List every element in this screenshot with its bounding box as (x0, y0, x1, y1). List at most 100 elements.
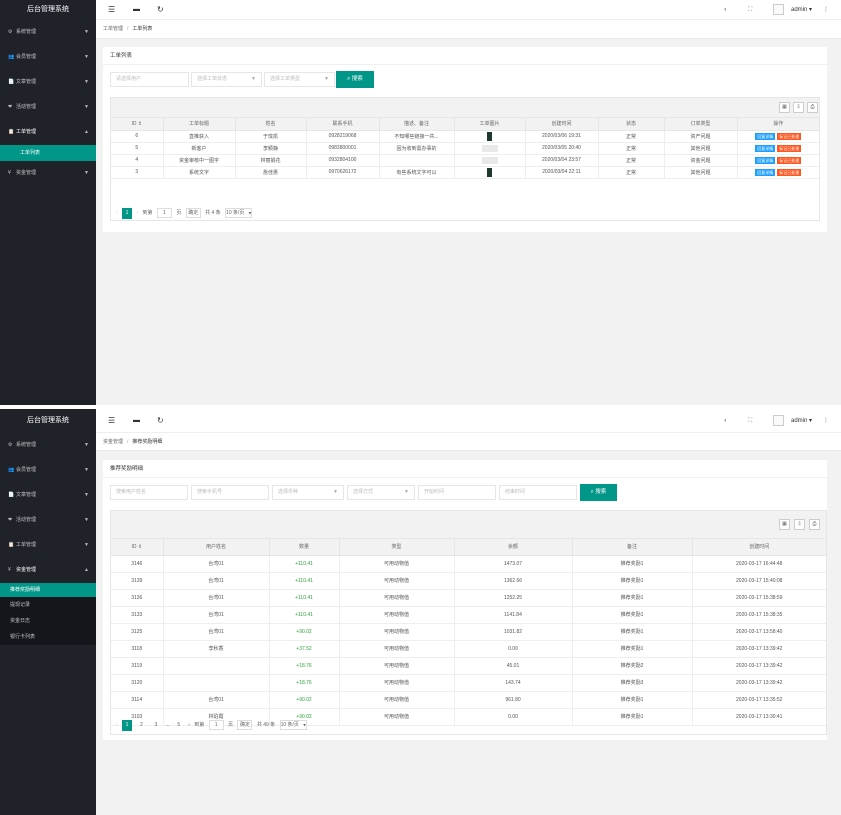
next-page-icon[interactable]: › (188, 722, 190, 728)
phone-search-input[interactable]: 搜索手机号 (191, 485, 269, 500)
table-row[interactable]: 3 系统文字 詹佳惠 0970626172 有些系统文字可以 2020/03/0… (111, 166, 819, 179)
more-icon[interactable]: ⋮ (823, 418, 829, 424)
sidebar-subitem-referral-rewards[interactable]: 推荐奖励明细 (0, 583, 96, 597)
menu-toggle-icon[interactable]: ☰ (108, 5, 116, 14)
breadcrumb-item[interactable]: 工单管理 (103, 26, 124, 32)
table-row[interactable]: 5 新客户 李颖静 0983800001 因为收到需办事的 2020/03/05… (111, 142, 819, 155)
user-name[interactable]: admin ▾ (791, 7, 813, 13)
table-row[interactable]: 3119 +18.76 可用动物值 45.01 推荐奖励2 2020-03-17 13:3… (111, 657, 826, 675)
column-header[interactable]: ID ⇕ (111, 118, 164, 131)
avatar[interactable] (773, 4, 784, 15)
columns-filter-icon[interactable]: ▦ (779, 102, 790, 113)
avatar[interactable] (773, 415, 784, 426)
mark-handled-button[interactable]: 标记已处理 (777, 168, 802, 176)
sidebar-item-members[interactable]: 👥 会员管理 ▼ (0, 458, 96, 483)
work-order-thumbnail[interactable] (481, 144, 498, 152)
work-order-thumbnail[interactable] (487, 131, 492, 141)
theme-icon[interactable]: ◐ (724, 418, 728, 424)
table-row[interactable]: 3136 台湾01 +110.41 可用动物值 1252.25 推荐奖励1 2020-03-… (111, 589, 826, 607)
refresh-icon[interactable]: ↻ (157, 5, 164, 14)
sidebar-item-funds[interactable]: ¥ 资金管理 ▲ (0, 558, 96, 583)
currency-select[interactable]: 选择币种 ▼ (272, 485, 344, 500)
mark-handled-button[interactable]: 标记已处理 (777, 132, 802, 140)
page-size-select[interactable]: 10 条/页 ▾ (279, 720, 307, 730)
reply-button[interactable]: 回复详情 (755, 168, 776, 176)
table-row[interactable]: 3133 台湾01 +110.41 可用动物值 1141.84 推荐奖励1 2020-03-… (111, 606, 826, 624)
sidebar-item-activities[interactable]: ❤ 活动管理 ▼ (0, 508, 96, 533)
method-select[interactable]: 选择方式 ▼ (347, 485, 415, 500)
goto-page-input[interactable]: 1 (156, 208, 172, 218)
prev-page-icon[interactable]: ‹ (116, 722, 118, 728)
reply-button[interactable]: 回复详情 (755, 144, 776, 152)
page-number-current[interactable]: 1 (122, 719, 133, 731)
sidebar-subitem-bank-cards[interactable]: 银行卡列表 (10, 634, 36, 640)
column-header: 订单类型 (664, 118, 738, 131)
message-icon[interactable]: ▬ (133, 417, 140, 424)
sidebar-item-system[interactable]: ⚙ 系统管理 ▼ (0, 20, 96, 45)
table-row[interactable]: 3146 台湾01 +110.41 可用动物值 1473.07 推荐奖励1 2020-03-… (111, 555, 826, 573)
search-button[interactable]: ⌕ 搜索 (336, 71, 374, 88)
page-number[interactable]: 3 (154, 721, 158, 728)
user-name[interactable]: admin ▾ (791, 418, 813, 424)
sidebar-subitem-withdrawals[interactable]: 提现记录 (10, 602, 31, 608)
sidebar-item-system[interactable]: ⚙ 系统管理 ▼ (0, 433, 96, 458)
table-row[interactable]: 3139 台湾01 +110.41 可用动物值 1362.66 推荐奖励1 2020-03-… (111, 572, 826, 590)
table-row[interactable]: 3125 台湾01 +90.02 可用动物值 1031.82 推荐奖励1 2020-03-1… (111, 623, 826, 641)
breadcrumb-item[interactable]: 资金管理 (103, 439, 124, 445)
theme-icon[interactable]: ◐ (724, 7, 728, 13)
sidebar-item-activities[interactable]: ❤ 活动管理 ▼ (0, 95, 96, 120)
search-button[interactable]: ⌕ 搜索 (580, 484, 617, 501)
fullscreen-icon[interactable]: ⛶ (748, 418, 753, 424)
table-row[interactable]: 3103 林珀霞 +90.02 可用动物值 0.00 推荐奖励1 2020-03-17 13… (111, 708, 826, 726)
mark-handled-button[interactable]: 标记已处理 (777, 156, 802, 164)
table-row[interactable]: 3120 +18.76 可用动物值 143.74 推荐奖励3 2020-03-17 13:… (111, 674, 826, 692)
sort-icon[interactable]: ⇕ (137, 120, 143, 127)
user-name-search-input[interactable]: 搜索用户姓名 (110, 485, 188, 500)
print-icon[interactable]: ⎙ (807, 102, 818, 113)
prev-page-icon[interactable]: ‹ (116, 210, 118, 216)
menu-toggle-icon[interactable]: ☰ (108, 416, 116, 425)
sort-icon[interactable]: ⇕ (137, 543, 143, 550)
page-number[interactable]: 5 (177, 721, 181, 728)
work-order-rows: 6 直推获入 于珑凯 0928219068 不知哪些链接一共... 2020/0… (111, 130, 819, 179)
work-order-thumbnail[interactable] (481, 156, 498, 164)
mark-handled-button[interactable]: 标记已处理 (777, 144, 802, 152)
columns-filter-icon[interactable]: ▦ (779, 519, 790, 530)
more-icon[interactable]: ⋮ (823, 7, 829, 13)
table-row[interactable]: 3118 李秋香 +37.52 可用动物值 0.00 推荐奖励1 2020-03-17 13… (111, 640, 826, 658)
page-size-select[interactable]: 10 条/页 ▾ (225, 208, 253, 218)
page-number-current[interactable]: 1 (122, 207, 133, 219)
table-row[interactable]: 6 直推获入 于珑凯 0928219068 不知哪些链接一共... 2020/0… (111, 130, 819, 143)
column-header[interactable]: ID ⇕ (111, 539, 164, 556)
sidebar-item-work-orders[interactable]: 📋 工单管理 ▼ (0, 533, 96, 558)
print-icon[interactable]: ⎙ (809, 519, 820, 530)
reply-button[interactable]: 回复详情 (755, 132, 776, 140)
refresh-icon[interactable]: ↻ (157, 416, 164, 425)
type-select[interactable]: 选择工单类型 ▼ (264, 72, 335, 87)
goto-confirm-button[interactable]: 确定 (185, 208, 201, 218)
goto-page-input[interactable]: 1 (208, 720, 224, 730)
status-select[interactable]: 选择工单状态 ▼ (191, 72, 262, 87)
user-select[interactable]: 请选择用户 (110, 72, 189, 87)
message-icon[interactable]: ▬ (133, 6, 140, 13)
export-icon[interactable]: ⇩ (793, 102, 804, 113)
sidebar-item-articles[interactable]: 📄 文章管理 ▼ (0, 70, 96, 95)
table-row[interactable]: 4 资金审核中一图字 林丽娟花 0932804100 2020/03/04 23… (111, 154, 819, 167)
export-icon[interactable]: ⇩ (794, 519, 805, 530)
chevron-down-icon: ▼ (84, 54, 89, 60)
table-row[interactable]: 3114 台湾01 +90.02 可用动物值 961.80 推荐奖励1 2020-03-17… (111, 691, 826, 709)
next-page-icon[interactable]: › (136, 210, 139, 216)
work-order-thumbnail[interactable] (487, 167, 492, 177)
start-time-input[interactable]: 开始时间 (418, 485, 496, 500)
reply-button[interactable]: 回复详情 (755, 156, 776, 164)
sidebar-subitem-fund-log[interactable]: 资金日志 (10, 618, 31, 624)
page-number[interactable]: 2 (140, 721, 143, 728)
sidebar-item-articles[interactable]: 📄 文章管理 ▼ (0, 483, 96, 508)
sidebar-item-work-orders[interactable]: 📋 工单管理 ▲ (0, 120, 96, 145)
end-time-input[interactable]: 结束时间 (499, 485, 577, 500)
sidebar-subitem-work-order-list[interactable]: 工单列表 (0, 145, 96, 161)
sidebar-item-funds[interactable]: ¥ 资金管理 ▼ (0, 161, 96, 186)
fullscreen-icon[interactable]: ⛶ (748, 7, 753, 13)
goto-confirm-button[interactable]: 确定 (237, 720, 253, 730)
sidebar-item-members[interactable]: 👥 会员管理 ▼ (0, 45, 96, 70)
